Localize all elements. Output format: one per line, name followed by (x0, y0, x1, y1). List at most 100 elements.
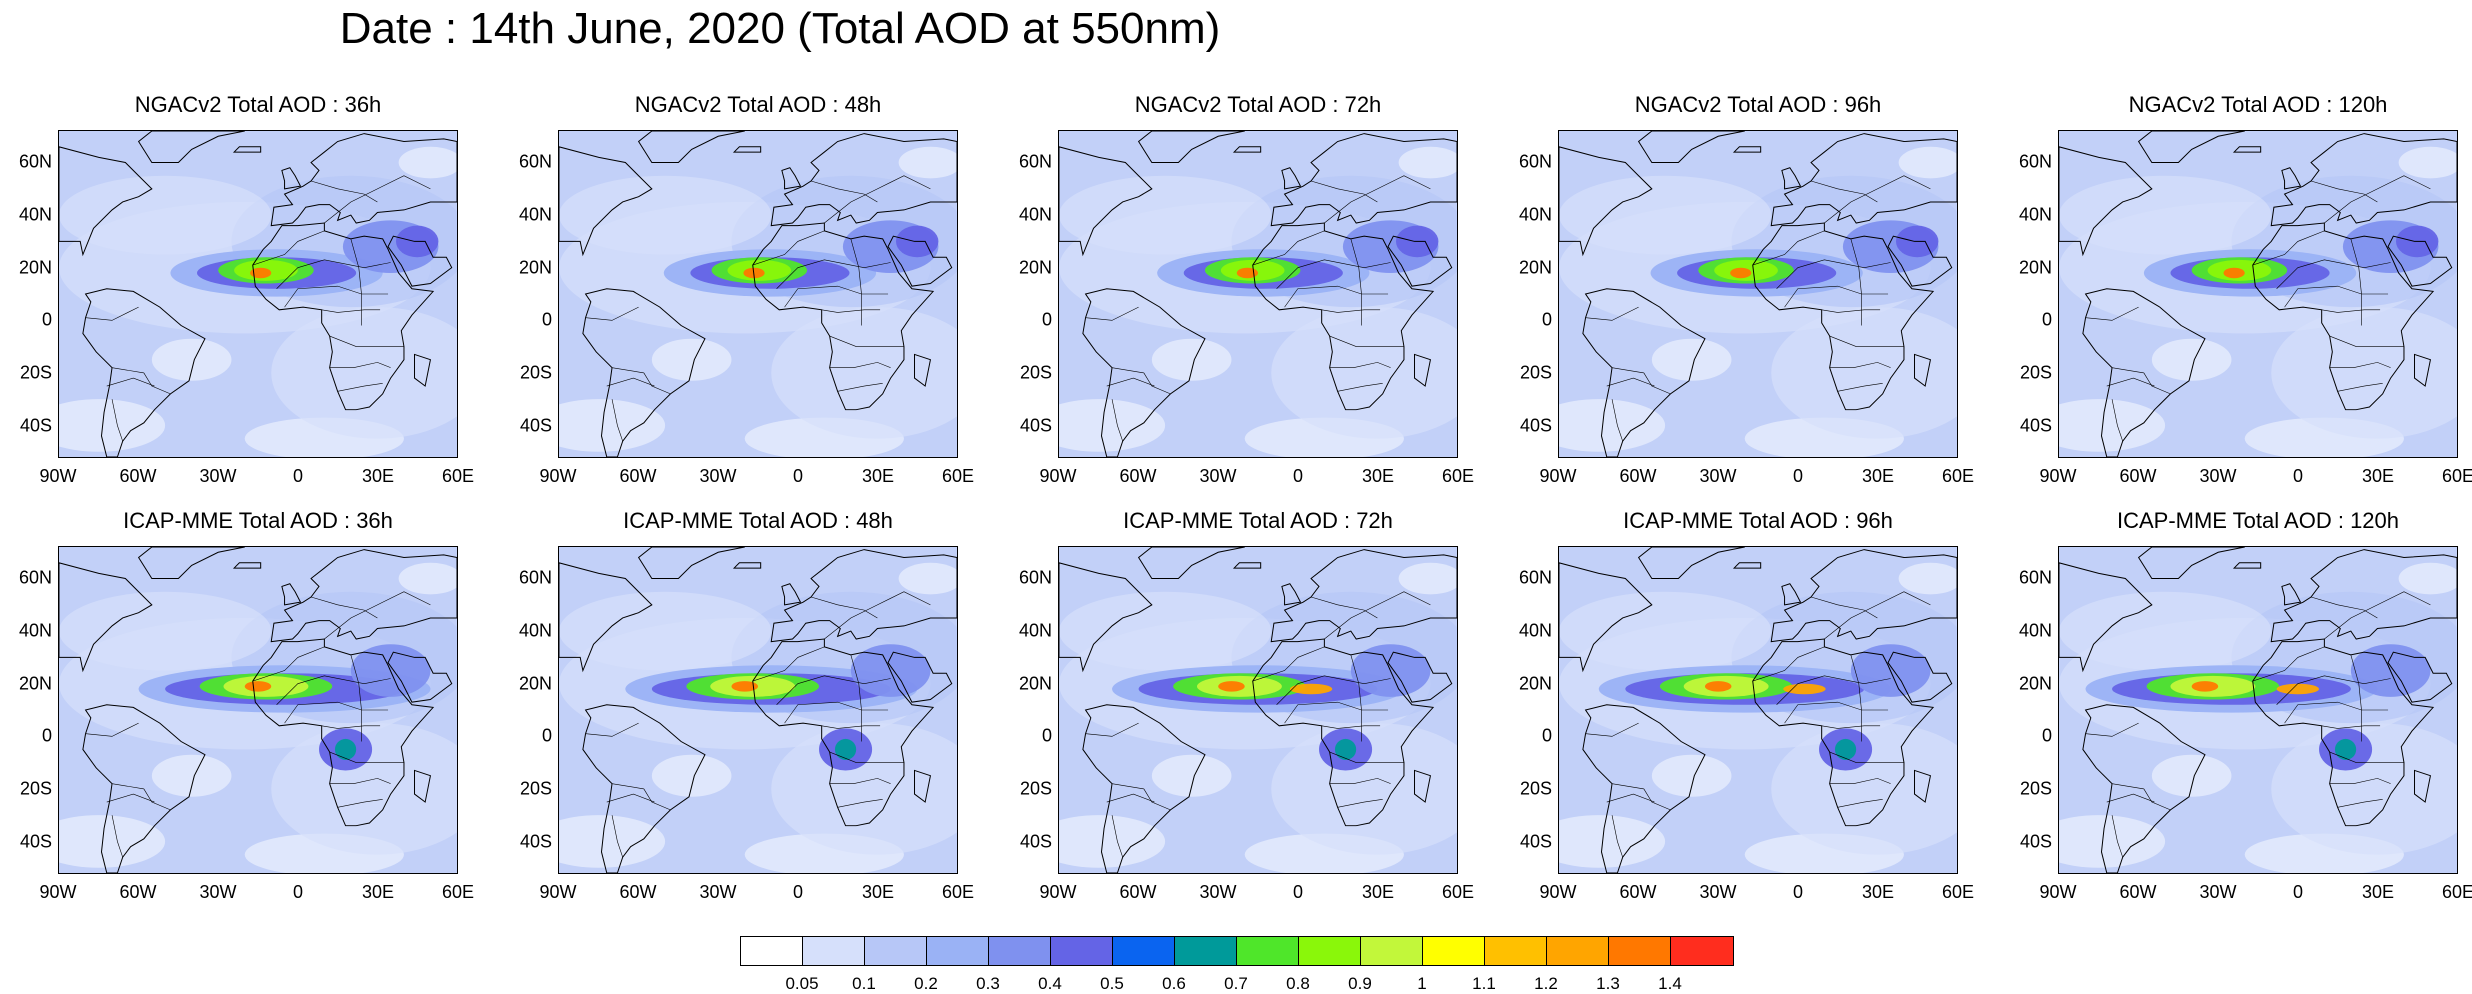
coastline (559, 146, 653, 257)
coastline (582, 288, 706, 457)
country-border (337, 799, 383, 808)
country-border (1111, 815, 1123, 858)
country-border (829, 362, 891, 368)
longitude-labels: 90W 60W 30W 0 30E 60E (539, 466, 974, 490)
country-border (1606, 377, 1655, 387)
coastline (1137, 547, 1245, 580)
low-aod-area (1559, 815, 1666, 868)
longitude-tick-label: 60W (619, 466, 657, 486)
coastline (914, 769, 932, 803)
country-border (1606, 793, 1655, 803)
country-border (276, 259, 391, 289)
country-border (2085, 306, 2139, 321)
country-border (2337, 383, 2383, 392)
aod-contour (2191, 681, 2219, 692)
longitude-tick-label: 60W (2119, 466, 2157, 486)
map-frame (58, 546, 458, 874)
low-aod-area (1151, 754, 1232, 797)
country-border (2350, 238, 2362, 326)
country-border (284, 285, 389, 308)
coastline (387, 651, 453, 703)
aod-contour (1730, 267, 1752, 279)
map-frame (58, 130, 458, 458)
country-border (1824, 175, 1931, 224)
latitude-tick-label: 20S (19, 362, 52, 383)
colorbar-swatch (1485, 937, 1547, 965)
coastline (1387, 235, 1453, 287)
low-aod-area (1651, 754, 1732, 797)
longitude-labels: 90W 60W 30W 0 30E 60E (2039, 466, 2472, 490)
coastline (1887, 651, 1953, 703)
longitude-tick-label: 0 (1792, 882, 1804, 902)
colorbar (740, 936, 1734, 966)
coastline (1752, 222, 1935, 411)
aod-contour (2223, 267, 2245, 279)
map-panel: ICAP-MME Total AOD : 96h 60N 40N 20N 0 20S 40S… (1500, 502, 1974, 902)
aod-map (1059, 547, 1457, 873)
coastline (414, 353, 432, 387)
coastline (1082, 288, 1206, 457)
aod-contour (1559, 591, 1772, 671)
low-aod-area (559, 399, 666, 452)
map-panel: ICAP-MME Total AOD : 120h 60N 40N 20N 0 20S 40… (2000, 502, 2472, 902)
coastline (1059, 146, 1153, 257)
longitude-tick-label: 0 (2292, 882, 2304, 902)
colorbar-swatch (1299, 937, 1361, 965)
low-aod-area (651, 754, 732, 797)
coastline (1582, 704, 1706, 873)
country-border (1837, 383, 1883, 392)
longitude-tick-label: 90W (1039, 882, 1077, 902)
latitude-tick-label: 40S (2019, 831, 2052, 852)
latitude-tick-label: 60N (1518, 151, 1552, 172)
longitude-tick-label: 30E (1361, 466, 1395, 486)
country-border (2329, 362, 2391, 368)
longitude-tick-label: 60E (2441, 466, 2472, 486)
longitude-labels: 90W 60W 30W 0 30E 60E (1539, 466, 1974, 490)
low-aod-area (1151, 338, 1232, 381)
coastline (637, 547, 745, 580)
coastline (82, 288, 206, 457)
coastline (1252, 222, 1435, 411)
country-border (1611, 783, 1671, 811)
country-border (284, 701, 389, 724)
coastline (2270, 549, 2457, 643)
map-panel: NGACv2 Total AOD : 120h 60N 40N 20N 0 20S 40S 9… (2000, 86, 2472, 486)
aod-contour (559, 591, 772, 671)
latitude-labels: 60N 40N 20N 0 20S 40S (0, 130, 52, 458)
latitude-tick-label: 20S (19, 778, 52, 799)
coastline (2281, 583, 2302, 606)
coastline (232, 562, 262, 569)
aod-map (1059, 131, 1457, 457)
panel-title: ICAP-MME Total AOD : 36h (123, 508, 393, 533)
colorbar-level-label: 1.4 (1658, 974, 1682, 993)
coastline (2414, 353, 2432, 387)
low-aod-area (1898, 146, 1957, 179)
longitude-tick-label: 0 (792, 466, 804, 486)
country-border (337, 383, 383, 392)
latitude-tick-label: 20S (1519, 362, 1552, 383)
coastline (270, 549, 457, 643)
colorbar-swatch (1051, 937, 1113, 965)
latitude-tick-label: 60N (1518, 567, 1552, 588)
country-border (850, 654, 862, 742)
country-border (1837, 799, 1883, 808)
longitude-tick-label: 60E (2441, 882, 2472, 902)
coastline (770, 549, 957, 643)
colorbar-swatch (1671, 937, 1733, 965)
colorbar-level-label: 0.4 (1038, 974, 1062, 993)
longitude-tick-label: 30W (2199, 466, 2237, 486)
low-aod-area (398, 562, 457, 595)
latitude-tick-label: 0 (41, 309, 52, 330)
aod-map (2059, 547, 2457, 873)
country-border (2252, 230, 2325, 266)
latitude-labels: 60N 40N 20N 0 20S 40S (2000, 130, 2052, 458)
low-aod-area (1398, 146, 1457, 179)
aod-contour (1289, 683, 1333, 695)
latitude-tick-label: 20S (1019, 778, 1052, 799)
coastline (1137, 131, 1245, 164)
low-aod-area (2398, 562, 2457, 595)
latitude-tick-label: 0 (1041, 725, 1052, 746)
country-border (324, 591, 431, 640)
country-border (350, 654, 362, 742)
country-border (1252, 646, 1325, 682)
